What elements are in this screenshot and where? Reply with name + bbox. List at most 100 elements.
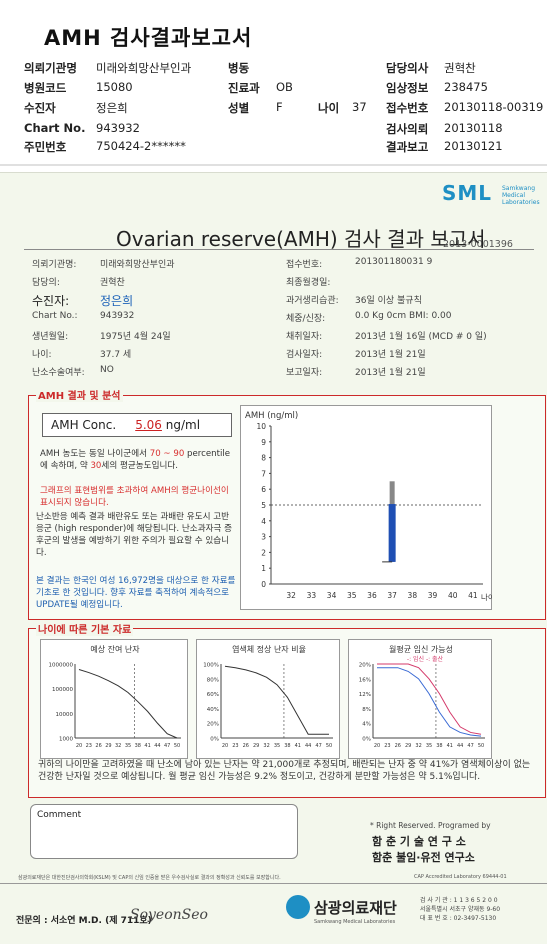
amh-y-tick-label: 8	[261, 454, 266, 463]
amh-x-tick-label: 33	[307, 591, 317, 600]
cert-text: 삼광의료재단은 대한진단검사의학회(KSLM) 및 CAP의 신임 인증을 받은…	[18, 875, 281, 881]
r-value-report-date: 2013년 1월 21일	[355, 368, 426, 378]
small-chart-y-tick: 4%	[362, 722, 371, 728]
contact-2: 서울특별시 서초구 양재동 9-60	[420, 906, 501, 913]
small-chart-x-tick: 23	[86, 743, 92, 749]
value-age: 37	[352, 100, 367, 114]
small-chart-y-tick: 8%	[362, 707, 371, 713]
value-sex: F	[276, 100, 283, 114]
small-chart-x-tick: 44	[305, 743, 311, 749]
small-chart-x-tick: 41	[447, 743, 453, 749]
r-label-surgery: 난소수술여부:	[32, 368, 85, 378]
r-value-chart: 943932	[100, 311, 135, 321]
small-chart-x-tick: 26	[243, 743, 249, 749]
r-label-institution: 의뢰기관명:	[32, 260, 77, 270]
remaining-eggs-chart-frame: 예상 잔여 난자 1000000 100000 10000 1000 20 23 26 29 32…	[40, 639, 188, 759]
amh-x-label: 나이	[481, 592, 493, 602]
small-chart-x-tick: 38	[135, 743, 141, 749]
contact-3: 대 표 번 호 : 02-3497-5130	[420, 915, 497, 922]
title-rule	[24, 249, 534, 250]
small-chart-x-tick: 23	[232, 743, 238, 749]
amh-y-tick-label: 5	[261, 501, 266, 510]
small-chart-legend: -: 임신 -: 출산	[407, 655, 444, 663]
small-chart-x-tick: 41	[144, 743, 150, 749]
report-number: 2013-0001396	[443, 239, 513, 250]
r-label-receipt: 접수번호:	[286, 260, 323, 270]
small-chart-x-tick: 20	[222, 743, 228, 749]
amh-x-tick-label: 32	[286, 591, 296, 600]
small-chart-y-tick: 0%	[362, 737, 371, 743]
small-chart-x-tick: 32	[263, 743, 269, 749]
r-label-report-date: 보고일자:	[286, 368, 323, 378]
small-chart-x-tick: 44	[154, 743, 160, 749]
amh-value-bar	[388, 504, 396, 562]
contact-1: 검 사 기 관 : 1 1 3 6 5 2 0 0	[420, 897, 498, 904]
report-header: AMH 검사결과보고서 의뢰기관명 미래와희망산부인과 병동 담당의사 권혁찬 …	[0, 0, 547, 165]
small-chart-y-tick: 20%	[207, 722, 219, 728]
small-chart-series-line	[377, 663, 482, 735]
small-chart-x-tick: 50	[478, 743, 484, 749]
footer-rule	[0, 883, 547, 884]
label-department: 진료과	[228, 81, 260, 95]
scanned-report: SML Samkwang Medical Laboratories Ovarian…	[0, 172, 547, 944]
small-chart-y-tick: 20%	[359, 663, 371, 669]
label-institution: 의뢰기관명	[24, 61, 77, 75]
small-chart-y-tick: 60%	[207, 692, 219, 698]
signature: SoyeonSeo	[130, 907, 208, 923]
small-chart-x-tick: 47	[164, 743, 170, 749]
value-receipt-no: 20130118-00319	[444, 100, 544, 114]
cap-text: CAP Accredited Laboratory 69444-01	[414, 874, 507, 880]
amh-x-tick-label: 36	[367, 591, 377, 600]
amh-y-tick-label: 6	[261, 485, 266, 494]
r-label-weight: 체중/신장:	[286, 314, 326, 324]
value-clinical-info: 238475	[444, 80, 488, 94]
r-value-collect: 2013년 1월 16일 (MCD # 0 일)	[355, 332, 487, 342]
small-chart-series-line	[224, 665, 329, 735]
r-value-patient: 정은희	[100, 294, 134, 308]
pregnancy-chart: 월평균 임신 가능성 20% 16% 12% 8% 4% 0%20 23 26 29 32 35 38 4…	[359, 644, 485, 749]
small-chart-series-line	[377, 667, 482, 737]
amh-x-tick-label: 37	[387, 591, 397, 600]
r-label-cycle: 과거생리습관:	[286, 296, 339, 306]
analysis-paragraph-2: 그래프의 표현범위를 초과하여 AMH의 평균나이선이 표시되지 않습니다.	[40, 486, 229, 508]
amh-x-tick-label: 41	[468, 591, 478, 600]
r-value-cycle: 36일 이상 불규칙	[355, 296, 422, 306]
small-chart-x-tick: 26	[395, 743, 401, 749]
label-doctor: 담당의사	[386, 61, 429, 75]
small-chart-y-tick: 0%	[210, 737, 219, 743]
small-chart-title: 염색체 정상 난자 비율	[232, 644, 306, 654]
amh-y-tick-label: 4	[261, 517, 266, 526]
label-sex: 성별	[228, 101, 250, 115]
basic-section-label: 나이에 따른 기본 자료	[36, 621, 134, 636]
small-chart-x-tick: 35	[125, 743, 131, 749]
small-chart-y-tick: 12%	[359, 692, 371, 698]
r-label-doctor: 담당의:	[32, 278, 60, 288]
small-chart-y-tick: 100000	[52, 687, 73, 693]
amh-conc-unit: ng/ml	[165, 418, 201, 432]
small-chart-x-tick: 47	[467, 743, 473, 749]
small-chart-y-tick: 10000	[56, 712, 74, 718]
amh-y-tick-label: 0	[261, 580, 266, 589]
logo-subtitle: Samkwang Medical Laboratories	[502, 185, 540, 206]
r-value-age: 37.7 세	[100, 350, 132, 360]
small-chart-y-tick: 16%	[359, 677, 371, 683]
small-chart-x-tick: 47	[315, 743, 321, 749]
amh-x-tick-label: 39	[428, 591, 438, 600]
amh-y-tick-label: 1	[261, 564, 266, 573]
small-chart-y-tick: 80%	[207, 677, 219, 683]
report-title: Ovarian reserve(AMH) 검사 결과 보고서	[116, 227, 486, 251]
r-value-test-date: 2013년 1월 21일	[355, 350, 426, 360]
amh-conc-label: AMH Conc.	[51, 418, 117, 432]
amh-chart-frame: AMH (ng/ml) 0 1 2 3 4 5 6 7 8 9 10 32 33 34 35 36 37 38 39 4…	[240, 405, 495, 610]
analysis-paragraph-1: AMH 농도는 동일 나이군에서 70 ~ 90 percentile에 속하며…	[40, 449, 231, 471]
label-receipt-no: 접수번호	[386, 101, 429, 115]
rights-text: * Right Reserved. Programed by	[370, 821, 491, 830]
small-chart-x-tick: 44	[457, 743, 463, 749]
label-clinical-info: 임상정보	[386, 81, 429, 95]
amh-x-tick-label: 40	[448, 591, 458, 600]
value-result-report: 20130121	[444, 139, 503, 153]
amh-conc-value: 5.06	[135, 418, 162, 432]
label-hospital-code: 병원코드	[24, 81, 67, 95]
